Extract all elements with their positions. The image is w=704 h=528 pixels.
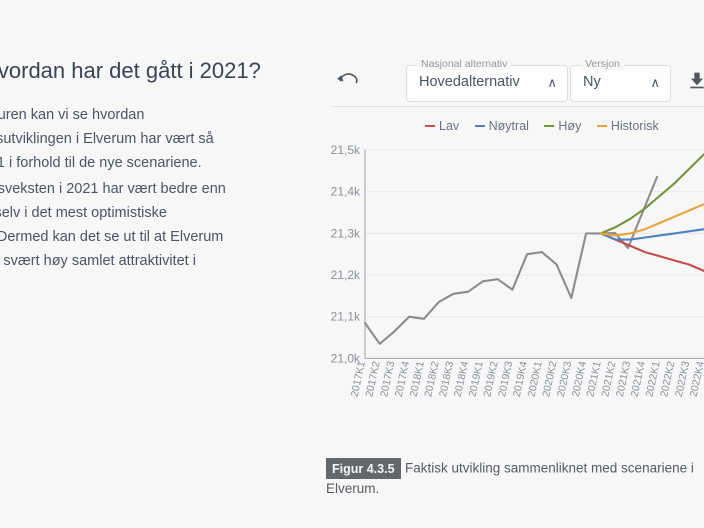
svg-text:21,3k: 21,3k (331, 226, 361, 240)
svg-text:21,1k: 21,1k (331, 310, 361, 324)
svg-text:21,2k: 21,2k (331, 268, 361, 282)
svg-text:21,4k: 21,4k (331, 185, 361, 199)
svg-text:21,5k: 21,5k (331, 143, 361, 157)
